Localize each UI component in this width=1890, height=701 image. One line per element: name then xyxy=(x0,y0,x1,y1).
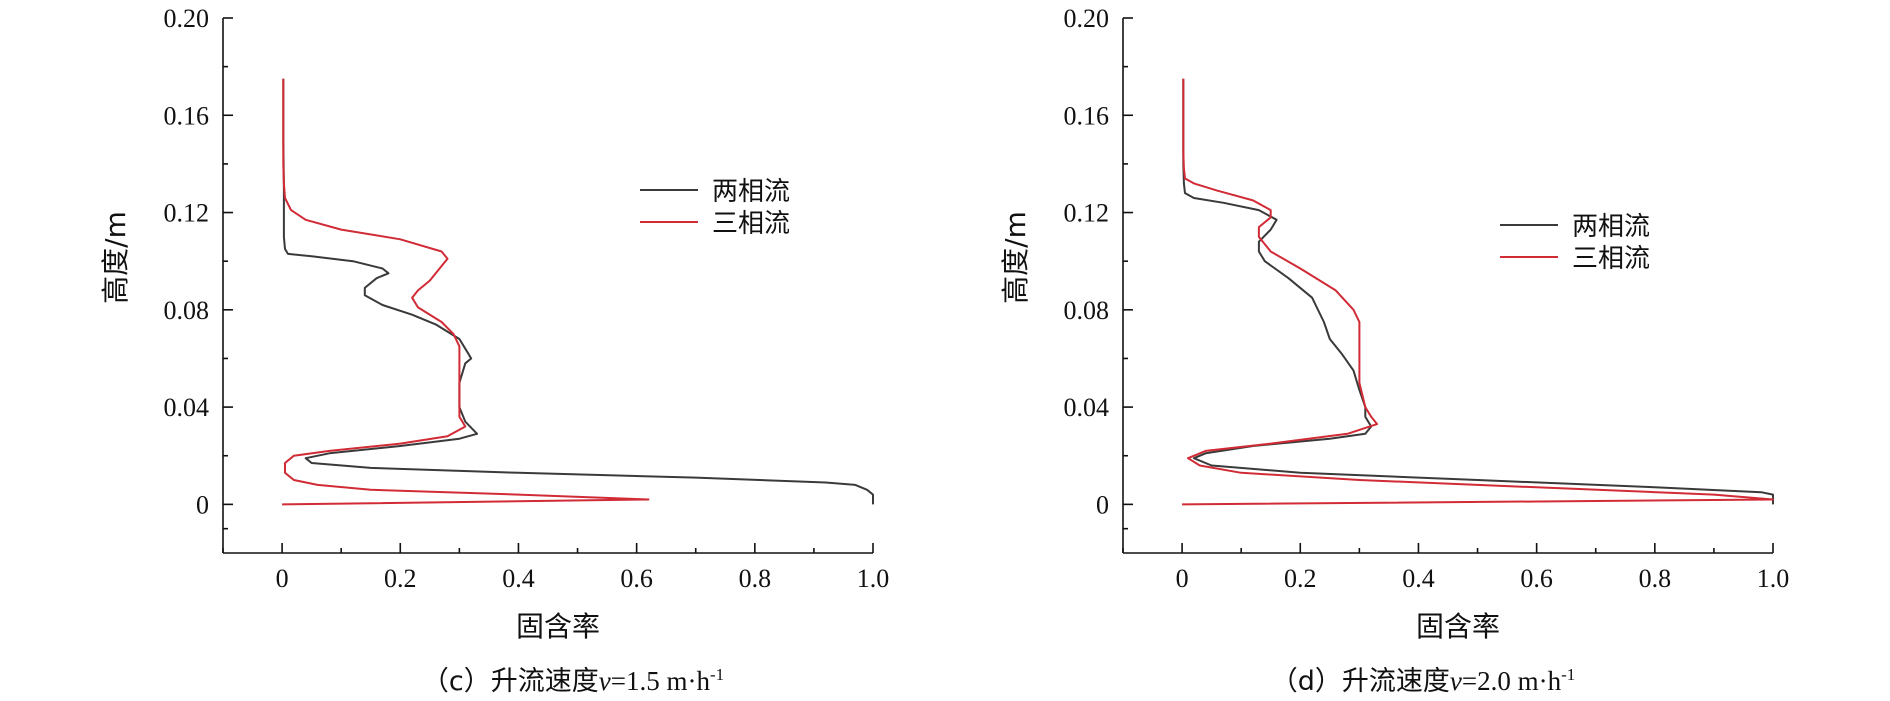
caption-value: =2.0 m·h xyxy=(1462,666,1562,696)
y-tick-label: 0.08 xyxy=(1064,296,1110,325)
x-tick-label: 0.2 xyxy=(384,564,417,593)
caption-superscript: -1 xyxy=(1561,665,1575,684)
legend-label: 三相流 xyxy=(1572,244,1650,274)
x-axis-title: 固含率 xyxy=(1416,610,1500,643)
series-line-0 xyxy=(282,78,874,505)
legend-label: 两相流 xyxy=(712,177,790,207)
y-tick-label: 0 xyxy=(196,490,209,519)
y-tick-label: 0 xyxy=(1096,490,1109,519)
caption-superscript: -1 xyxy=(710,665,724,684)
legend-label: 三相流 xyxy=(712,209,790,239)
chart-panel-1: 0 0.04 0.08 0.12 0.16 0.20 0 0.2 0.4 0.6 0.8 1.0 固含率… xyxy=(999,4,1789,697)
figure-caption: （d）升流速度v=2.0 m·h-1 xyxy=(1271,665,1576,697)
y-tick-label: 0.16 xyxy=(1064,101,1110,130)
caption-prefix: （d）升流速度 xyxy=(1271,666,1450,697)
series-line-1 xyxy=(282,78,650,506)
caption-value: =1.5 m·h xyxy=(611,666,711,696)
x-axis-title: 固含率 xyxy=(516,610,600,643)
x-tick-label: 0.8 xyxy=(739,564,772,593)
figure-caption: （c）升流速度v=1.5 m·h-1 xyxy=(422,665,724,697)
x-tick-label: 1.0 xyxy=(857,564,890,593)
y-tick-label: 0.20 xyxy=(164,4,210,33)
x-tick-label: 0.8 xyxy=(1639,564,1672,593)
caption-variable: v xyxy=(599,666,611,696)
y-tick-label: 0.20 xyxy=(1064,4,1110,33)
x-tick-label: 0 xyxy=(276,564,289,593)
x-tick-label: 0.2 xyxy=(1284,564,1317,593)
legend-label: 两相流 xyxy=(1572,212,1650,242)
y-tick-label: 0.12 xyxy=(1064,199,1110,228)
caption-variable: v xyxy=(1450,666,1462,696)
y-tick-label: 0.04 xyxy=(164,393,210,422)
y-axis-title: 高度/m xyxy=(99,211,132,304)
x-tick-label: 0.4 xyxy=(1402,564,1435,593)
series-line-1 xyxy=(1182,78,1774,506)
x-tick-label: 0.4 xyxy=(502,564,535,593)
caption-prefix: （c）升流速度 xyxy=(422,666,599,697)
y-axis-title: 高度/m xyxy=(999,211,1032,304)
y-tick-label: 0.12 xyxy=(164,199,210,228)
y-tick-label: 0.16 xyxy=(164,101,210,130)
x-tick-label: 0.6 xyxy=(620,564,653,593)
x-tick-label: 1.0 xyxy=(1757,564,1790,593)
series-line-0 xyxy=(1182,78,1774,505)
chart-panel-0: 0 0.04 0.08 0.12 0.16 0.20 0 0.2 0.4 0.6 0.8 1.0 固含率… xyxy=(99,4,889,697)
x-tick-label: 0 xyxy=(1176,564,1189,593)
y-tick-label: 0.04 xyxy=(1064,393,1110,422)
x-tick-label: 0.6 xyxy=(1520,564,1553,593)
y-tick-label: 0.08 xyxy=(164,296,210,325)
